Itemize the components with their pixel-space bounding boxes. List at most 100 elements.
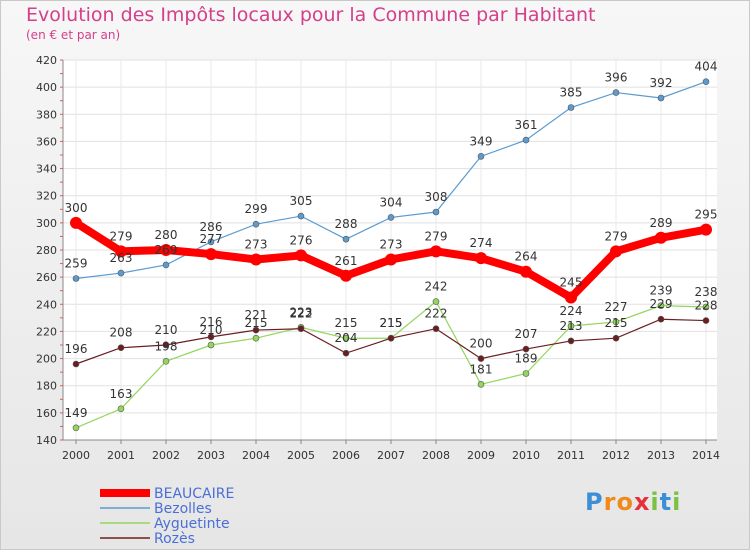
grid-layer bbox=[63, 59, 717, 441]
y-tick-label: 220 bbox=[36, 325, 57, 338]
x-tick-label: 2002 bbox=[152, 449, 180, 462]
x-tick-label: 2007 bbox=[377, 449, 405, 462]
point-rozes-2001 bbox=[117, 344, 125, 352]
x-tick-label: 2013 bbox=[647, 449, 675, 462]
point-beaucaire-2004 bbox=[250, 253, 262, 266]
proxiti-logo: Proxiti bbox=[585, 488, 681, 516]
y-tick-label: 140 bbox=[36, 434, 57, 447]
point-bezolles-2013 bbox=[657, 94, 665, 102]
data-label-beaucaire-2002: 280 bbox=[155, 228, 178, 242]
point-bezolles-2014 bbox=[702, 78, 710, 86]
logo-letter: t bbox=[659, 488, 673, 516]
data-label-beaucaire-2007: 273 bbox=[380, 238, 403, 252]
point-rozes-2010 bbox=[522, 345, 530, 353]
data-label-beaucaire-2001: 279 bbox=[110, 229, 133, 243]
point-beaucaire-2014 bbox=[700, 223, 712, 236]
logo-letter: i bbox=[650, 488, 660, 516]
x-tick-label: 2009 bbox=[467, 449, 495, 462]
data-label-beaucaire-2006: 261 bbox=[335, 254, 358, 268]
data-label-ayguetinte-2008: 242 bbox=[425, 280, 448, 294]
data-label-bezolles-2010: 361 bbox=[515, 118, 538, 132]
axis-layer: 140 160 180 200 220 240 260 280 300 320 340 360 380 4… bbox=[36, 54, 720, 462]
point-rozes-2011 bbox=[567, 337, 575, 345]
data-label-beaucaire-2008: 279 bbox=[425, 229, 448, 243]
point-beaucaire-2007 bbox=[385, 253, 397, 266]
data-label-bezolles-2003: 286 bbox=[200, 220, 223, 234]
series-layer bbox=[70, 78, 712, 432]
x-tick-label: 2000 bbox=[62, 449, 90, 462]
data-label-bezolles-2008: 308 bbox=[425, 190, 448, 204]
data-label-ayguetinte-2011: 224 bbox=[560, 304, 583, 318]
point-ayguetinte-2000 bbox=[72, 424, 80, 432]
point-ayguetinte-2009 bbox=[477, 381, 485, 388]
x-tick-label: 2001 bbox=[107, 449, 135, 462]
data-label-rozes-2012: 215 bbox=[605, 316, 628, 330]
x-tick-label: 2010 bbox=[512, 449, 540, 462]
x-tick-label: 2004 bbox=[242, 449, 270, 462]
y-tick-label: 160 bbox=[36, 407, 57, 420]
x-tick-label: 2006 bbox=[332, 449, 360, 462]
point-rozes-2005 bbox=[297, 325, 305, 333]
point-bezolles-2003 bbox=[207, 238, 215, 246]
x-tick-label: 2012 bbox=[602, 449, 630, 462]
y-tick-label: 400 bbox=[36, 81, 57, 94]
data-label-bezolles-2002: 269 bbox=[155, 243, 178, 257]
data-label-rozes-2009: 200 bbox=[470, 337, 493, 351]
chart-title: Evolution des Impôts locaux pour la Comm… bbox=[26, 4, 596, 26]
point-beaucaire-2008 bbox=[430, 245, 442, 258]
data-label-rozes-2008: 222 bbox=[425, 307, 448, 321]
point-bezolles-2004 bbox=[252, 220, 260, 228]
data-label-rozes-2006: 204 bbox=[335, 331, 358, 345]
data-label-bezolles-2012: 396 bbox=[605, 71, 628, 85]
x-tick-label: 2014 bbox=[692, 449, 720, 462]
data-label-rozes-2007: 215 bbox=[380, 316, 403, 330]
point-bezolles-2007 bbox=[387, 214, 395, 221]
point-rozes-2013 bbox=[657, 315, 665, 323]
point-rozes-2003 bbox=[207, 333, 215, 341]
data-label-beaucaire-2005: 276 bbox=[290, 233, 313, 247]
data-label-ayguetinte-2009: 181 bbox=[470, 362, 493, 376]
point-rozes-2007 bbox=[387, 334, 395, 342]
data-label-ayguetinte-2012: 227 bbox=[605, 300, 628, 314]
data-label-rozes-2011: 213 bbox=[560, 319, 583, 333]
x-tick-label: 2005 bbox=[287, 449, 315, 462]
data-label-rozes-2002: 210 bbox=[155, 323, 178, 337]
data-label-bezolles-2014: 404 bbox=[695, 60, 718, 74]
point-beaucaire-2003 bbox=[205, 248, 217, 261]
data-label-ayguetinte-2013: 239 bbox=[650, 284, 673, 298]
point-ayguetinte-2003 bbox=[207, 341, 215, 349]
point-bezolles-2011 bbox=[567, 104, 575, 111]
data-label-beaucaire-2011: 245 bbox=[560, 276, 583, 290]
y-tick-label: 380 bbox=[36, 108, 57, 121]
point-beaucaire-2013 bbox=[655, 231, 667, 244]
point-rozes-2006 bbox=[342, 349, 350, 357]
logo-letter: r bbox=[603, 488, 617, 516]
point-rozes-2008 bbox=[432, 325, 440, 333]
data-label-ayguetinte-2014: 238 bbox=[695, 285, 718, 299]
point-ayguetinte-2002 bbox=[162, 357, 170, 365]
chart-subtitle: (en € et par an) bbox=[26, 28, 121, 42]
data-label-bezolles-2000: 259 bbox=[65, 257, 88, 271]
data-label-beaucaire-2012: 279 bbox=[605, 229, 628, 243]
y-tick-label: 180 bbox=[36, 380, 57, 393]
x-tick-label: 2011 bbox=[557, 449, 585, 462]
data-label-beaucaire-2010: 264 bbox=[515, 250, 538, 264]
point-beaucaire-2002 bbox=[160, 244, 172, 256]
y-tick-label: 420 bbox=[36, 54, 57, 67]
label-layer: 259 263 269 286 299 305 288 304 308 349 361 385 396 3… bbox=[65, 60, 718, 420]
data-label-beaucaire-2014: 295 bbox=[695, 208, 718, 222]
data-label-bezolles-2007: 304 bbox=[380, 195, 403, 209]
point-bezolles-2006 bbox=[342, 235, 350, 243]
data-label-rozes-2013: 229 bbox=[650, 297, 673, 311]
data-label-bezolles-2001: 263 bbox=[110, 251, 133, 265]
data-label-beaucaire-2013: 289 bbox=[650, 216, 673, 230]
point-rozes-2009 bbox=[477, 355, 485, 362]
point-ayguetinte-2001 bbox=[117, 405, 125, 413]
logo-letter: x bbox=[633, 488, 651, 516]
y-tick-label: 260 bbox=[36, 271, 57, 284]
x-tick-label: 2003 bbox=[197, 449, 225, 462]
y-tick-label: 360 bbox=[36, 135, 57, 148]
data-label-ayguetinte-2006: 215 bbox=[335, 316, 358, 330]
point-ayguetinte-2014 bbox=[702, 303, 710, 311]
